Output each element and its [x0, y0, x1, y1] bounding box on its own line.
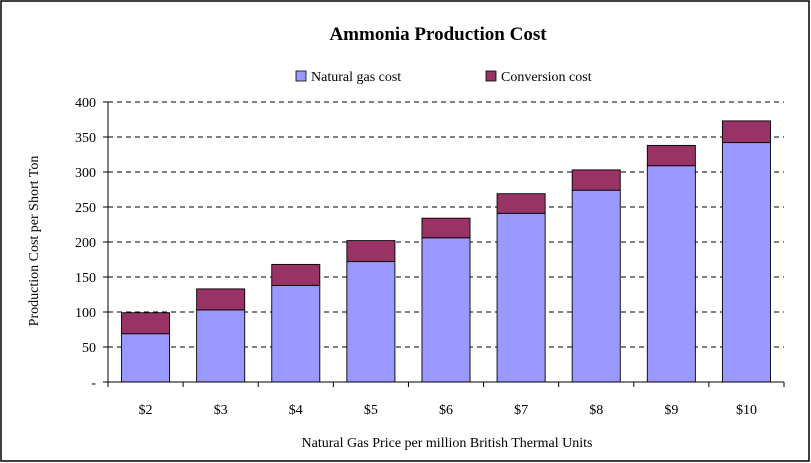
bar-natural-gas-cost: [121, 333, 171, 383]
bar-conversion-cost: [196, 288, 246, 311]
x-tick-label: $9: [664, 403, 678, 418]
y-tick-label: 250: [75, 201, 96, 216]
y-tick-label: 50: [82, 341, 96, 356]
bar-natural-gas-cost: [571, 189, 621, 383]
legend: Natural gas cost Conversion cost: [295, 70, 592, 85]
axes: [103, 101, 785, 387]
y-tick-label: 300: [75, 166, 96, 181]
x-tick-label: $7: [514, 403, 528, 418]
x-tick-label: $4: [289, 403, 303, 418]
y-tick-label: -: [91, 376, 96, 391]
y-tick-label: 200: [75, 236, 96, 251]
x-tick-label: $10: [736, 403, 757, 418]
y-tick-label: 350: [75, 131, 96, 146]
chart-title: Ammonia Production Cost: [329, 24, 547, 45]
bar-conversion-cost: [271, 263, 321, 286]
bar-conversion-cost: [421, 217, 471, 239]
y-axis-label: Production Cost per Short Ton: [27, 156, 42, 327]
bars: [121, 120, 771, 383]
x-tick-label: $2: [139, 403, 153, 418]
y-tick-label: 150: [75, 271, 96, 286]
x-tick-label: $3: [214, 403, 228, 418]
y-tick-labels: - 50 100 150 200 250 300 350 400: [75, 96, 96, 391]
bar-conversion-cost: [646, 144, 696, 167]
bar-natural-gas-cost: [721, 142, 771, 383]
bar-natural-gas-cost: [271, 284, 321, 383]
legend-label-conversion: Conversion cost: [501, 70, 592, 85]
bar-conversion-cost: [121, 312, 171, 335]
x-tick-label: $8: [589, 403, 603, 418]
legend-label-natural-gas: Natural gas cost: [311, 70, 401, 85]
y-tick-label: 400: [75, 96, 96, 111]
x-tick-label: $6: [439, 403, 453, 418]
x-axis-label: Natural Gas Price per million British Th…: [302, 436, 593, 451]
bar-natural-gas-cost: [196, 309, 246, 383]
bar-conversion-cost: [346, 240, 396, 263]
bar-conversion-cost: [496, 193, 546, 214]
bar-conversion-cost: [721, 120, 771, 144]
bar-natural-gas-cost: [646, 165, 696, 383]
bar-conversion-cost: [571, 169, 621, 191]
bar-natural-gas-cost: [346, 261, 396, 383]
bar-natural-gas-cost: [496, 212, 546, 383]
y-tick-label: 100: [75, 306, 96, 321]
legend-swatch-conversion: [485, 70, 497, 82]
x-tick-label: $5: [364, 403, 378, 418]
x-tick-labels: $2 $3 $4 $5 $6 $7 $8 $9 $10: [139, 403, 757, 418]
legend-swatch-natural-gas: [295, 70, 307, 82]
bar-natural-gas-cost: [421, 237, 471, 383]
